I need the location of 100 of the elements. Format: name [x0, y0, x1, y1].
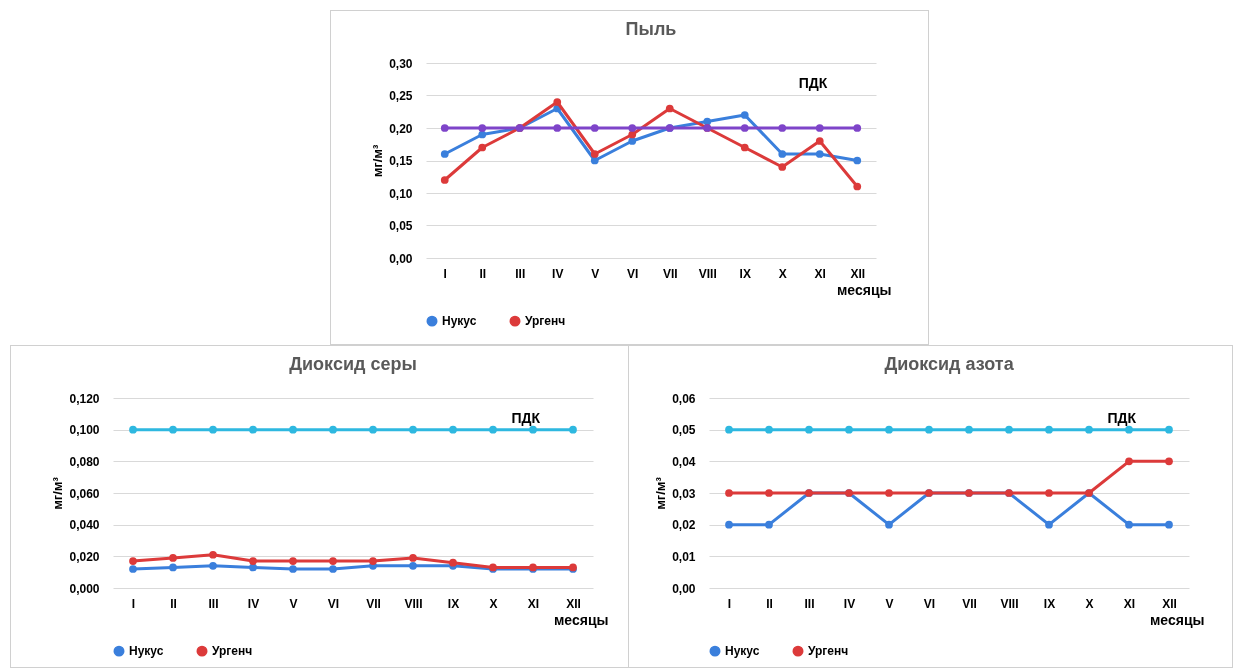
point [740, 111, 749, 119]
point [665, 104, 674, 113]
x-tick-label: III [208, 596, 219, 611]
x-tick-label: VIII [1000, 596, 1019, 611]
point [765, 425, 773, 434]
point [169, 425, 177, 434]
legend-label: Ургенч [525, 314, 566, 329]
x-tick-label: I [443, 266, 447, 281]
chart-title: Диоксид азота [884, 354, 1015, 374]
y-tick-label: 0,060 [69, 486, 100, 501]
point [249, 425, 257, 434]
x-tick-label: V [591, 266, 600, 281]
y-tick-label: 0,120 [69, 391, 100, 406]
y-tick-label: 0,00 [389, 251, 413, 266]
point [209, 550, 217, 559]
point [845, 425, 853, 434]
legend-label: Нукус [442, 314, 477, 329]
x-tick-label: VI [627, 266, 639, 281]
x-tick-label: XII [566, 596, 581, 611]
y-tick-label: 0,05 [389, 219, 413, 233]
x-tick-label: II [170, 596, 177, 611]
point [1045, 489, 1053, 497]
x-tick-label: IX [447, 596, 460, 611]
point [1045, 425, 1053, 434]
x-axis-title: месяцы [1150, 611, 1205, 628]
x-tick-label: V [289, 596, 298, 611]
y-tick-label: 0,01 [672, 549, 696, 564]
point [329, 557, 337, 565]
point [1125, 457, 1133, 466]
x-tick-label: VII [962, 596, 977, 611]
point [1165, 520, 1173, 529]
point [478, 130, 487, 139]
point [628, 130, 637, 139]
point [169, 563, 177, 572]
point [765, 489, 773, 497]
x-tick-label: X [778, 266, 787, 281]
point [590, 150, 599, 158]
x-tick-label: VIII [698, 266, 717, 281]
legend-label: Нукус [725, 644, 760, 659]
point [765, 520, 773, 529]
point [778, 150, 787, 158]
point [590, 124, 599, 132]
point [1085, 425, 1093, 434]
chart-title: Диоксид серы [289, 354, 417, 374]
annotation: ПДК [511, 409, 541, 426]
y-tick-label: 0,100 [69, 423, 100, 438]
point [805, 425, 813, 434]
point [289, 425, 297, 434]
x-tick-label: IX [1043, 596, 1056, 611]
point [628, 137, 637, 145]
y-tick-label: 0,040 [69, 518, 100, 533]
annotation: ПДК [1107, 409, 1137, 426]
point [628, 124, 637, 132]
y-tick-label: 0,05 [672, 423, 696, 438]
y-tick-label: 0,30 [389, 56, 413, 71]
point [853, 182, 862, 191]
point [369, 557, 377, 565]
x-axis-title: месяцы [837, 281, 892, 298]
chart-title: Пыль [625, 19, 677, 39]
y-tick-label: 0,20 [389, 121, 413, 136]
point [1165, 425, 1173, 434]
y-tick-label: 0,000 [69, 581, 100, 596]
x-tick-label: IX [739, 266, 751, 281]
x-tick-label: X [1085, 596, 1094, 611]
point [440, 176, 449, 184]
point [329, 425, 337, 434]
point [853, 124, 862, 132]
point [478, 143, 487, 152]
point [885, 425, 893, 434]
x-tick-label: VII [662, 266, 678, 281]
point [725, 520, 733, 529]
y-tick-label: 0,03 [672, 486, 696, 501]
y-axis-title: мг/м³ [370, 144, 386, 178]
point [449, 425, 457, 434]
point [329, 565, 337, 573]
y-tick-label: 0,020 [69, 549, 100, 564]
y-tick-label: 0,04 [672, 454, 696, 469]
point [409, 561, 417, 570]
y-tick-label: 0,00 [672, 581, 696, 596]
point [815, 137, 824, 145]
x-tick-label: VI [923, 596, 936, 611]
point [553, 124, 562, 132]
legend-label: Ургенч [808, 644, 849, 659]
legend-label: Ургенч [212, 644, 253, 659]
point [925, 425, 933, 434]
point [1125, 520, 1133, 529]
point [853, 156, 862, 165]
x-tick-label: V [885, 596, 894, 611]
y-tick-label: 0,080 [69, 454, 100, 469]
x-tick-label: XI [1123, 596, 1136, 611]
x-tick-label: III [515, 266, 526, 281]
annotation: ПДК [798, 75, 828, 92]
point [169, 554, 177, 562]
point [703, 117, 712, 126]
point [440, 124, 449, 132]
point [553, 98, 562, 106]
point [209, 561, 217, 570]
x-tick-label: VI [327, 596, 340, 611]
x-tick-label: VII [366, 596, 381, 611]
x-tick-label: XII [1162, 596, 1177, 611]
